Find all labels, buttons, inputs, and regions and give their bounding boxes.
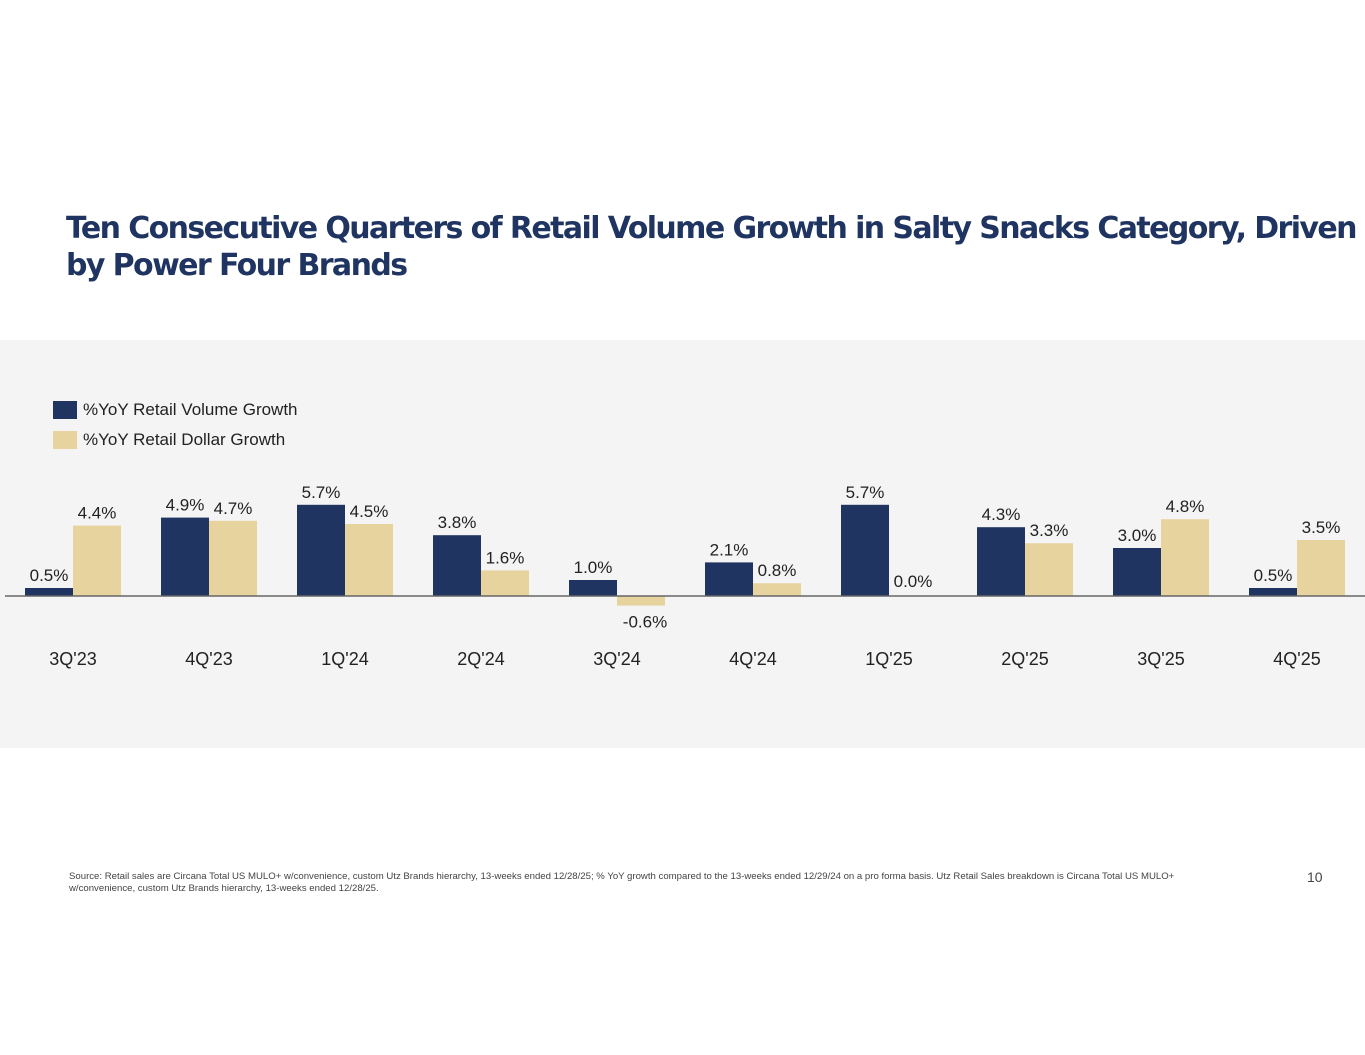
page-title: Ten Consecutive Quarters of Retail Volum… <box>66 211 1357 283</box>
x-tick-label-7: 2Q'25 <box>1001 649 1048 669</box>
bar-volume-8 <box>1113 548 1161 596</box>
legend-item-volume: %YoY Retail Volume Growth <box>53 395 298 425</box>
label-dollar-7: 3.3% <box>1030 521 1069 540</box>
bar-dollar-2 <box>345 524 393 596</box>
label-dollar-9: 3.5% <box>1302 518 1341 537</box>
bar-volume-9 <box>1249 588 1297 596</box>
bar-volume-1 <box>161 517 209 596</box>
label-volume-1: 4.9% <box>166 496 205 515</box>
bar-volume-6 <box>841 504 889 596</box>
label-volume-2: 5.7% <box>302 483 341 502</box>
label-volume-9: 0.5% <box>1254 566 1293 585</box>
bar-dollar-9 <box>1297 540 1345 596</box>
x-tick-label-6: 1Q'25 <box>865 649 912 669</box>
page-number: 10 <box>1307 869 1323 885</box>
bar-dollar-4 <box>617 596 665 606</box>
label-dollar-2: 4.5% <box>350 502 389 521</box>
bar-chart: 0.5% 4.4% 3Q'23 4.9% 4.7% 4Q'23 5.7% 4.5% 1Q'24 3… <box>5 483 1365 669</box>
x-tick-label-5: 4Q'24 <box>729 649 776 669</box>
bar-dollar-0 <box>73 525 121 596</box>
bar-dollar-3 <box>481 570 529 596</box>
x-tick-label-9: 4Q'25 <box>1273 649 1320 669</box>
legend-label-volume: %YoY Retail Volume Growth <box>83 400 298 419</box>
bar-volume-0 <box>25 588 73 596</box>
legend-label-dollar: %YoY Retail Dollar Growth <box>83 430 286 449</box>
legend-swatch-volume <box>53 401 77 419</box>
bar-volume-7 <box>977 527 1025 596</box>
label-dollar-1: 4.7% <box>214 499 253 518</box>
label-volume-7: 4.3% <box>982 505 1021 524</box>
chart-legend: %YoY Retail Volume Growth %YoY Retail Do… <box>53 395 298 455</box>
label-dollar-5: 0.8% <box>758 561 797 580</box>
legend-swatch-dollar <box>53 431 77 449</box>
x-tick-label-0: 3Q'23 <box>49 649 96 669</box>
bar-volume-4 <box>569 580 617 596</box>
x-tick-label-4: 3Q'24 <box>593 649 640 669</box>
label-volume-6: 5.7% <box>846 483 885 502</box>
label-dollar-6: 0.0% <box>894 572 933 591</box>
label-dollar-8: 4.8% <box>1166 497 1205 516</box>
bar-volume-5 <box>705 562 753 596</box>
label-volume-0: 0.5% <box>30 566 69 585</box>
bar-dollar-7 <box>1025 543 1073 596</box>
x-tick-label-2: 1Q'24 <box>321 649 368 669</box>
x-tick-label-8: 3Q'25 <box>1137 649 1184 669</box>
bar-dollar-8 <box>1161 519 1209 596</box>
bar-dollar-1 <box>209 520 257 596</box>
label-volume-5: 2.1% <box>710 540 749 559</box>
bar-dollar-5 <box>753 583 801 596</box>
source-footnote: Source: Retail sales are Circana Total U… <box>69 871 1175 894</box>
label-dollar-3: 1.6% <box>486 548 525 567</box>
legend-item-dollar: %YoY Retail Dollar Growth <box>53 425 298 455</box>
label-volume-4: 1.0% <box>574 558 613 577</box>
label-volume-8: 3.0% <box>1118 526 1157 545</box>
x-tick-label-1: 4Q'23 <box>185 649 232 669</box>
bar-volume-2 <box>297 504 345 596</box>
label-volume-3: 3.8% <box>438 513 477 532</box>
x-tick-label-3: 2Q'24 <box>457 649 504 669</box>
label-dollar-4: -0.6% <box>623 613 667 632</box>
label-dollar-0: 4.4% <box>78 504 117 523</box>
bar-volume-3 <box>433 535 481 596</box>
